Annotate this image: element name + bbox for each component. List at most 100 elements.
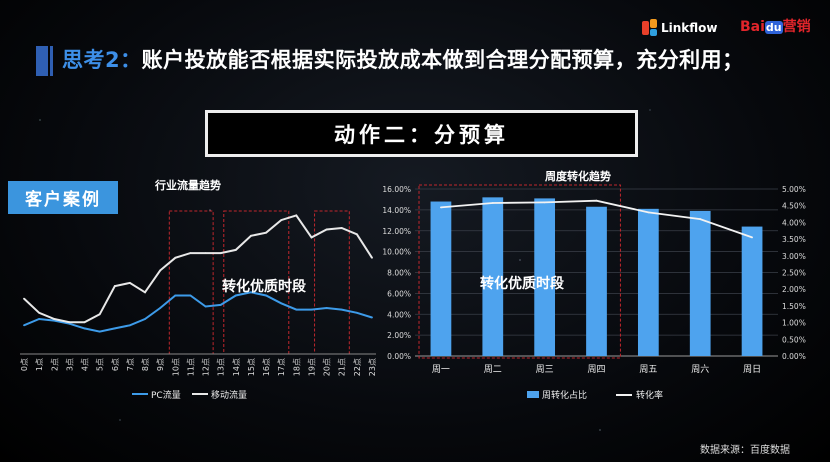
chart1-point [68,321,71,324]
chart1-point [98,330,101,333]
chart1-point [234,294,237,297]
chart2-y-left-tick-label: 12.00% [382,227,411,236]
chart2-x-tick-label: 周六 [691,363,709,375]
chart2-bar [430,201,452,356]
chart1-point [340,308,343,311]
title-accent-bar-thin [50,46,53,76]
chart1-point [355,233,358,236]
chart1-x-tick-label: 18点 [292,358,301,376]
chart2-y-right-tick-label: 5.00% [782,185,806,194]
chart1-point [250,291,252,294]
chart1-series-line-pc [23,291,373,333]
chart1-point [295,308,298,311]
chart1-highlight-box-1 [168,210,214,355]
chart1-point [98,313,101,316]
chart1-point [219,252,222,254]
chart1-series-line-mobile [23,214,373,324]
chart2-rate-point [543,201,546,204]
chart1-x-tick-label: 9点 [156,358,165,371]
chart1-x-tick-label: 20点 [323,358,332,376]
chart1-point [310,236,313,239]
chart2-y-left-tick-label: 2.00% [387,331,411,340]
chart1-point [189,252,192,254]
chart1-point [371,256,373,259]
chart1-point [189,294,192,297]
chart1-point [144,291,146,294]
chart1-point [174,256,177,259]
chart1-point [23,297,25,300]
chart1-point [23,324,25,327]
chart1-point [53,318,56,320]
chart1-point [280,302,283,305]
chart2-x-tick-label: 周三 [536,364,554,375]
chart1-point [265,294,267,297]
chart2-y-right-tick-label: 2.50% [782,269,806,278]
chart2-bar [741,226,763,356]
chart1-x-tick-label: 23点 [368,358,377,376]
chart1-point [265,231,267,234]
chart2-highlight-box [418,184,621,359]
chart1-x-tick-label: 10点 [171,358,180,376]
case-study-label: 客户案例 [8,181,118,214]
chart2-x-tick-label: 周一 [432,364,450,375]
chart1-point [310,308,313,311]
chart1-point [219,304,222,306]
chart1-x-tick-label: 21点 [338,358,347,376]
chart2-y-right-tick-label: 2.00% [782,285,806,294]
chart1-x-tick-label: 4点 [81,358,90,371]
chart1-point [234,249,237,251]
title-accent-bar [36,46,48,76]
slide-title-text: 账户投放能否根据实际投放成本做到合理分配预算，充分利用； [141,48,744,72]
chart2-rate-point [440,206,442,209]
chart1-x-tick-label: 6点 [111,358,120,371]
chart1-point [53,319,56,322]
linkflow-mark-icon [642,19,658,37]
chart2-bar [482,197,504,356]
action-title-text: 动作二：分预算 [334,122,509,147]
chart2-rate-point [595,199,598,202]
chart1-point [129,282,131,284]
chart1-point [250,234,252,237]
chart2-x-tick-label: 周四 [587,364,605,375]
chart2-bar [534,198,556,356]
action-title-box: 动作二：分预算 [205,110,638,157]
chart1-point [325,307,328,309]
chart1-point [355,311,358,314]
chart1-point [129,324,131,327]
chart2-rate-point [699,218,702,220]
chart1-x-tick-label: 22点 [353,358,362,376]
chart1-annotation: 转化优质时段 [222,278,306,295]
chart1-x-tick-label: 19点 [307,358,316,376]
chart2-y-left-tick-label: 4.00% [387,310,411,319]
chart1-point [144,318,146,320]
chart1-point [325,228,328,231]
chart1-point [113,327,116,330]
baidu-logo-du: du [764,21,783,34]
chart1-x-tick-label: 16点 [262,358,271,376]
chart1-point [174,294,177,297]
linkflow-logo: Linkflow [642,16,718,40]
chart2-x-tick-label: 周二 [484,364,502,375]
chart1-point [204,305,207,308]
chart2-legend-label: 周转化占比 [542,389,587,401]
chart1-x-tick-label: 12点 [202,358,211,376]
chart1-x-tick-label: 7点 [126,358,135,371]
chart2-bar [637,208,659,356]
chart2-y-right-tick-label: 1.00% [782,319,806,328]
chart1-legend-label: 移动流量 [211,389,247,401]
chart2-y-left-tick-label: 8.00% [387,269,411,278]
chart2-bar [689,210,711,356]
chart2-x-tick-label: 周五 [639,364,657,375]
chart1-x-tick-label: 5点 [96,358,105,371]
chart2-y-left-tick-label: 16.00% [382,185,411,194]
chart2-y-right-tick-label: 3.50% [782,235,806,244]
chart2-y-right-tick-label: 1.50% [782,302,806,311]
chart1-x-tick-label: 15点 [247,358,256,376]
chart2-y-right-tick-label: 0.50% [782,335,806,344]
chart2-title: 周度转化趋势 [545,169,611,183]
chart2-legend-label: 转化率 [636,389,663,401]
chart1-point [83,327,86,330]
case-study-label-text: 客户案例 [25,190,101,210]
chart1-x-tick-label: 3点 [65,358,74,371]
